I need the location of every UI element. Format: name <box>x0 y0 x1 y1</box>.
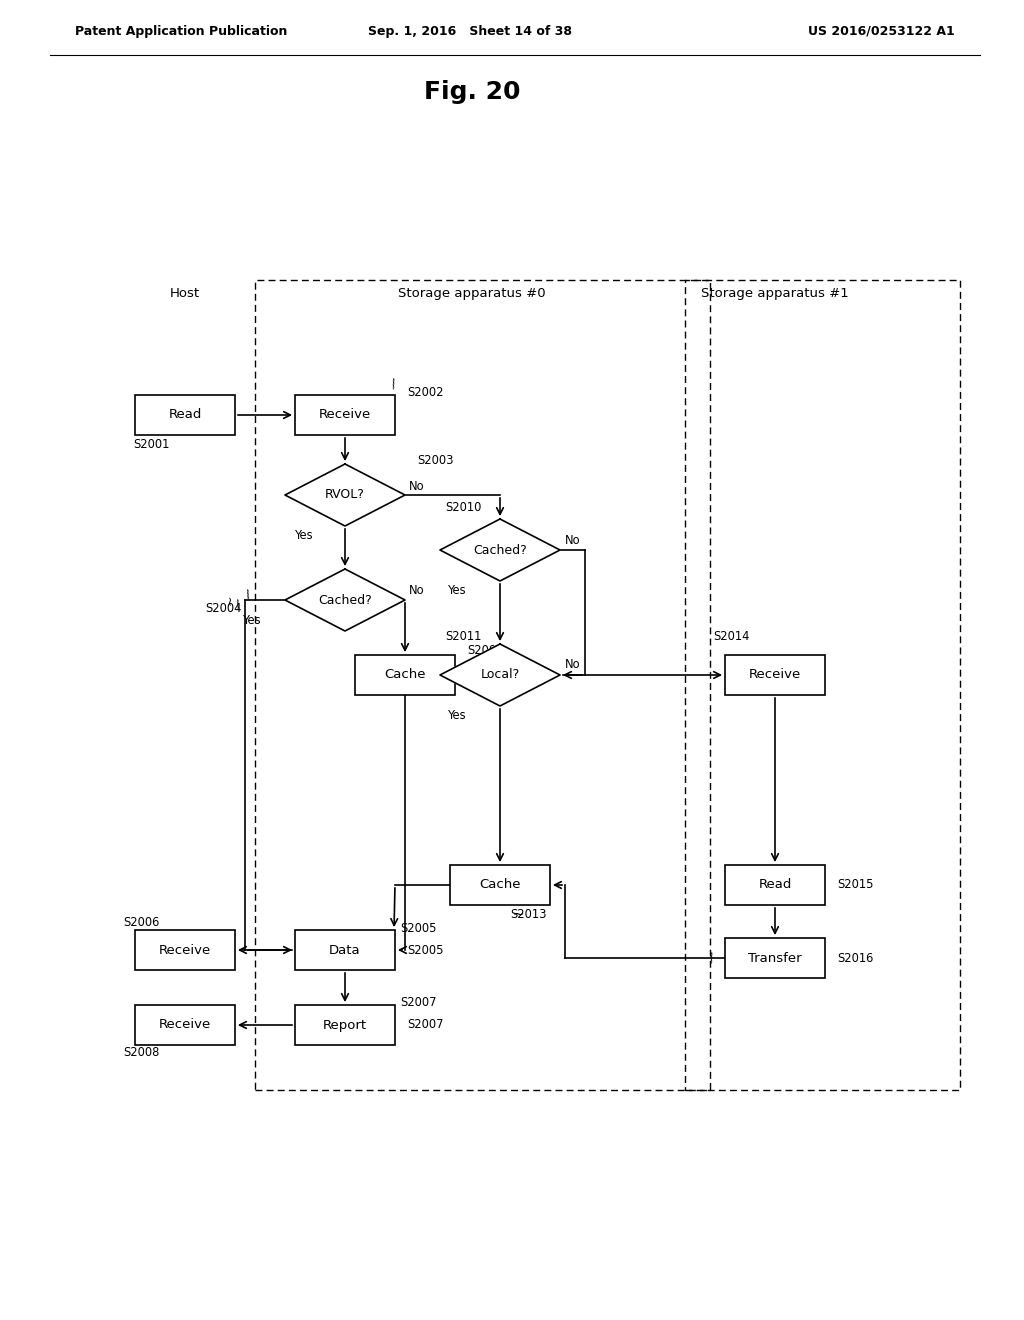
Bar <box>295 931 395 970</box>
Text: S2005: S2005 <box>407 944 443 957</box>
Bar <box>450 865 550 906</box>
Bar <box>725 865 825 906</box>
Text: S2006: S2006 <box>123 916 160 928</box>
Text: Read: Read <box>168 408 202 421</box>
Text: S2007: S2007 <box>400 997 436 1010</box>
Text: Cache: Cache <box>384 668 426 681</box>
Text: S2016: S2016 <box>837 952 873 965</box>
Text: Receive: Receive <box>749 668 801 681</box>
Text: Yes: Yes <box>243 614 261 627</box>
Text: No: No <box>565 535 581 548</box>
Bar <box>295 395 395 436</box>
Text: S2003: S2003 <box>417 454 454 466</box>
Bar <box>255 280 710 1090</box>
Text: Patent Application Publication: Patent Application Publication <box>75 25 288 38</box>
Text: Local?: Local? <box>480 668 519 681</box>
Polygon shape <box>440 519 560 581</box>
Text: S2008: S2008 <box>123 1047 160 1060</box>
Text: S2011: S2011 <box>445 631 481 644</box>
Text: Yes: Yes <box>295 529 313 543</box>
Bar <box>685 280 961 1090</box>
Text: No: No <box>409 479 425 492</box>
Text: Storage apparatus #0: Storage apparatus #0 <box>398 286 546 300</box>
Bar <box>135 1005 234 1045</box>
Text: Transfer: Transfer <box>749 952 802 965</box>
Text: S2013: S2013 <box>510 908 547 921</box>
Text: S2015: S2015 <box>837 879 873 891</box>
Text: S2001: S2001 <box>133 438 169 451</box>
Text: Receive: Receive <box>159 1019 211 1031</box>
Text: ~: ~ <box>224 595 237 606</box>
Text: /: / <box>390 376 397 389</box>
Text: S2002: S2002 <box>407 387 443 400</box>
Polygon shape <box>440 644 560 706</box>
Text: S2010: S2010 <box>445 502 481 515</box>
Text: Read: Read <box>759 879 792 891</box>
Text: Report: Report <box>323 1019 367 1031</box>
Text: Receive: Receive <box>318 408 371 421</box>
Bar <box>725 655 825 696</box>
Text: No: No <box>565 659 581 672</box>
Bar <box>725 939 825 978</box>
Text: S2007: S2007 <box>407 1019 443 1031</box>
Bar <box>135 395 234 436</box>
Text: Cache: Cache <box>479 879 521 891</box>
Bar <box>355 655 455 696</box>
Text: S2005: S2005 <box>400 921 436 935</box>
Text: S2009: S2009 <box>467 644 504 656</box>
Polygon shape <box>285 569 406 631</box>
Text: Fig. 20: Fig. 20 <box>424 81 520 104</box>
Text: Yes: Yes <box>449 709 467 722</box>
Text: ~: ~ <box>512 908 524 921</box>
Text: Yes: Yes <box>449 585 467 598</box>
Text: Cached?: Cached? <box>318 594 372 606</box>
Text: Host: Host <box>170 286 200 300</box>
Bar <box>135 931 234 970</box>
Text: Data: Data <box>329 944 360 957</box>
Text: /: / <box>233 598 243 612</box>
Text: US 2016/0253122 A1: US 2016/0253122 A1 <box>808 25 955 38</box>
Text: /: / <box>708 952 715 965</box>
Text: No: No <box>409 585 425 598</box>
Bar <box>295 1005 395 1045</box>
Text: Storage apparatus #1: Storage apparatus #1 <box>701 286 849 300</box>
Text: S2014: S2014 <box>713 631 750 644</box>
Polygon shape <box>285 465 406 525</box>
Text: RVOL?: RVOL? <box>325 488 365 502</box>
Text: S2004: S2004 <box>205 602 242 615</box>
Text: Sep. 1, 2016   Sheet 14 of 38: Sep. 1, 2016 Sheet 14 of 38 <box>368 25 572 38</box>
Text: Receive: Receive <box>159 944 211 957</box>
Text: /: / <box>244 589 252 602</box>
Text: Cached?: Cached? <box>473 544 527 557</box>
